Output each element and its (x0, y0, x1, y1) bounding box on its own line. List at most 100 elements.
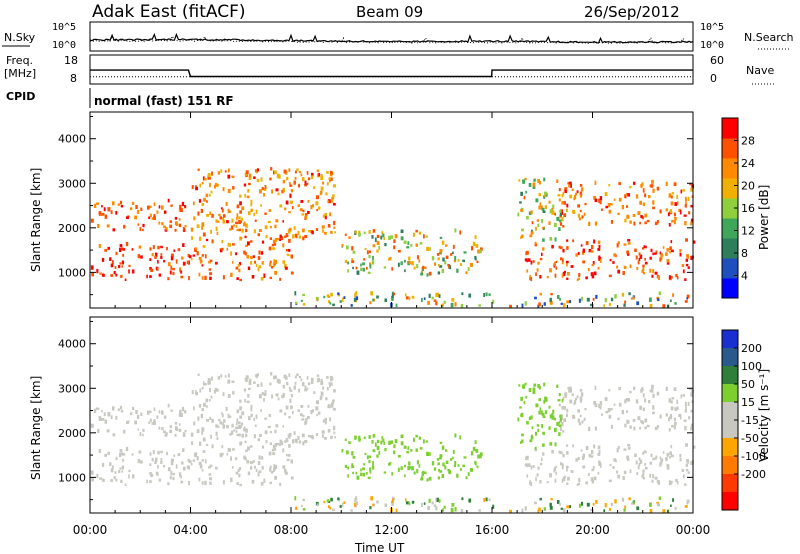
power-cell (150, 268, 154, 272)
power-cell (274, 263, 276, 266)
velocity-cell (172, 476, 175, 481)
power-cell (231, 175, 235, 178)
velocity-cell (128, 474, 130, 479)
power-cell (221, 208, 224, 213)
velocity-cell (597, 453, 601, 456)
velocity-cell (598, 403, 601, 408)
power-cell (393, 292, 396, 296)
power-cell (170, 265, 173, 270)
power-cell (169, 220, 173, 224)
power-cell (562, 303, 566, 308)
power-cell (230, 272, 233, 277)
power-cell (684, 196, 687, 201)
velocity-cell (202, 450, 206, 453)
power-cell (605, 205, 609, 209)
velocity-cell (592, 502, 595, 506)
power-cell (156, 210, 159, 214)
power-cell (649, 268, 652, 273)
power-cell (236, 217, 238, 221)
power-cell (347, 261, 349, 265)
power-cell (358, 232, 361, 237)
power-cell (299, 208, 303, 212)
velocity-cell (676, 399, 679, 404)
velocity-cell (625, 398, 629, 401)
velocity-cell (650, 389, 654, 393)
power-cell (293, 180, 296, 185)
power-cell (599, 200, 602, 205)
power-cell (452, 251, 454, 255)
power-cell (579, 191, 583, 196)
power-cell (362, 267, 366, 272)
velocity-cell (225, 406, 228, 411)
power-cell (376, 234, 380, 238)
velocity-cell (259, 434, 262, 437)
power-cell (688, 211, 691, 215)
power-cell (211, 171, 213, 176)
x-tick-label: 20:00 (575, 523, 610, 537)
velocity-cell (320, 391, 324, 396)
velocity-cell (587, 473, 590, 477)
power-cell (569, 300, 571, 304)
power-cell (112, 201, 115, 206)
power-cell (351, 260, 355, 264)
power-cell (294, 170, 297, 174)
power-cell (593, 195, 597, 200)
velocity-cell (132, 406, 135, 410)
velocity-cell (346, 450, 349, 455)
velocity-cell (355, 496, 358, 501)
power-cell (452, 244, 455, 249)
velocity-cell (282, 425, 284, 428)
velocity-cell (445, 460, 449, 464)
power-cell (279, 238, 282, 241)
velocity-cell (245, 433, 248, 438)
velocity-cell (131, 453, 134, 456)
velocity-cell (393, 444, 396, 449)
power-cell (364, 247, 367, 251)
power-cell (191, 236, 194, 240)
power-cell (561, 194, 564, 198)
power-cell (371, 260, 375, 265)
power-colorbar-swatch (722, 198, 738, 219)
power-cell (448, 264, 450, 269)
velocity-cell (554, 427, 557, 433)
velocity-cell (688, 416, 691, 420)
velocity-cell (549, 505, 553, 510)
velocity-cell (404, 474, 406, 478)
velocity-cell (122, 458, 125, 462)
velocity-cell (594, 426, 597, 431)
power-cell (172, 271, 175, 276)
power-cell (617, 241, 620, 245)
velocity-cell (324, 418, 327, 421)
power-cell (368, 250, 371, 254)
power-cell (384, 243, 387, 247)
velocity-cell (254, 424, 257, 427)
power-cell (665, 252, 668, 256)
velocity-cell (119, 467, 122, 470)
velocity-cell (311, 377, 314, 382)
velocity-cell (180, 475, 183, 479)
velocity-colorbar-swatch (722, 384, 738, 403)
velocity-cell (110, 468, 114, 473)
velocity-cell (229, 415, 232, 418)
velocity-cell (626, 410, 629, 413)
power-cell (371, 235, 374, 239)
velocity-cell (142, 433, 144, 437)
power-cell (408, 256, 411, 261)
velocity-cell (121, 470, 124, 473)
power-cell (182, 243, 185, 247)
power-cell (163, 260, 166, 263)
power-cell (332, 194, 335, 198)
power-cell (558, 227, 561, 231)
power-cell (679, 252, 682, 257)
power-cell (521, 228, 524, 232)
velocity-cell (423, 471, 427, 475)
power-cell (558, 219, 562, 223)
x-tick-label: 04:00 (173, 523, 208, 537)
power-cell (128, 269, 130, 274)
velocity-cell (358, 437, 361, 442)
velocity-cell (260, 382, 263, 387)
power-cell (591, 274, 595, 279)
velocity-cell (443, 505, 446, 509)
velocity-cell (364, 452, 367, 456)
velocity-cell (616, 448, 619, 453)
